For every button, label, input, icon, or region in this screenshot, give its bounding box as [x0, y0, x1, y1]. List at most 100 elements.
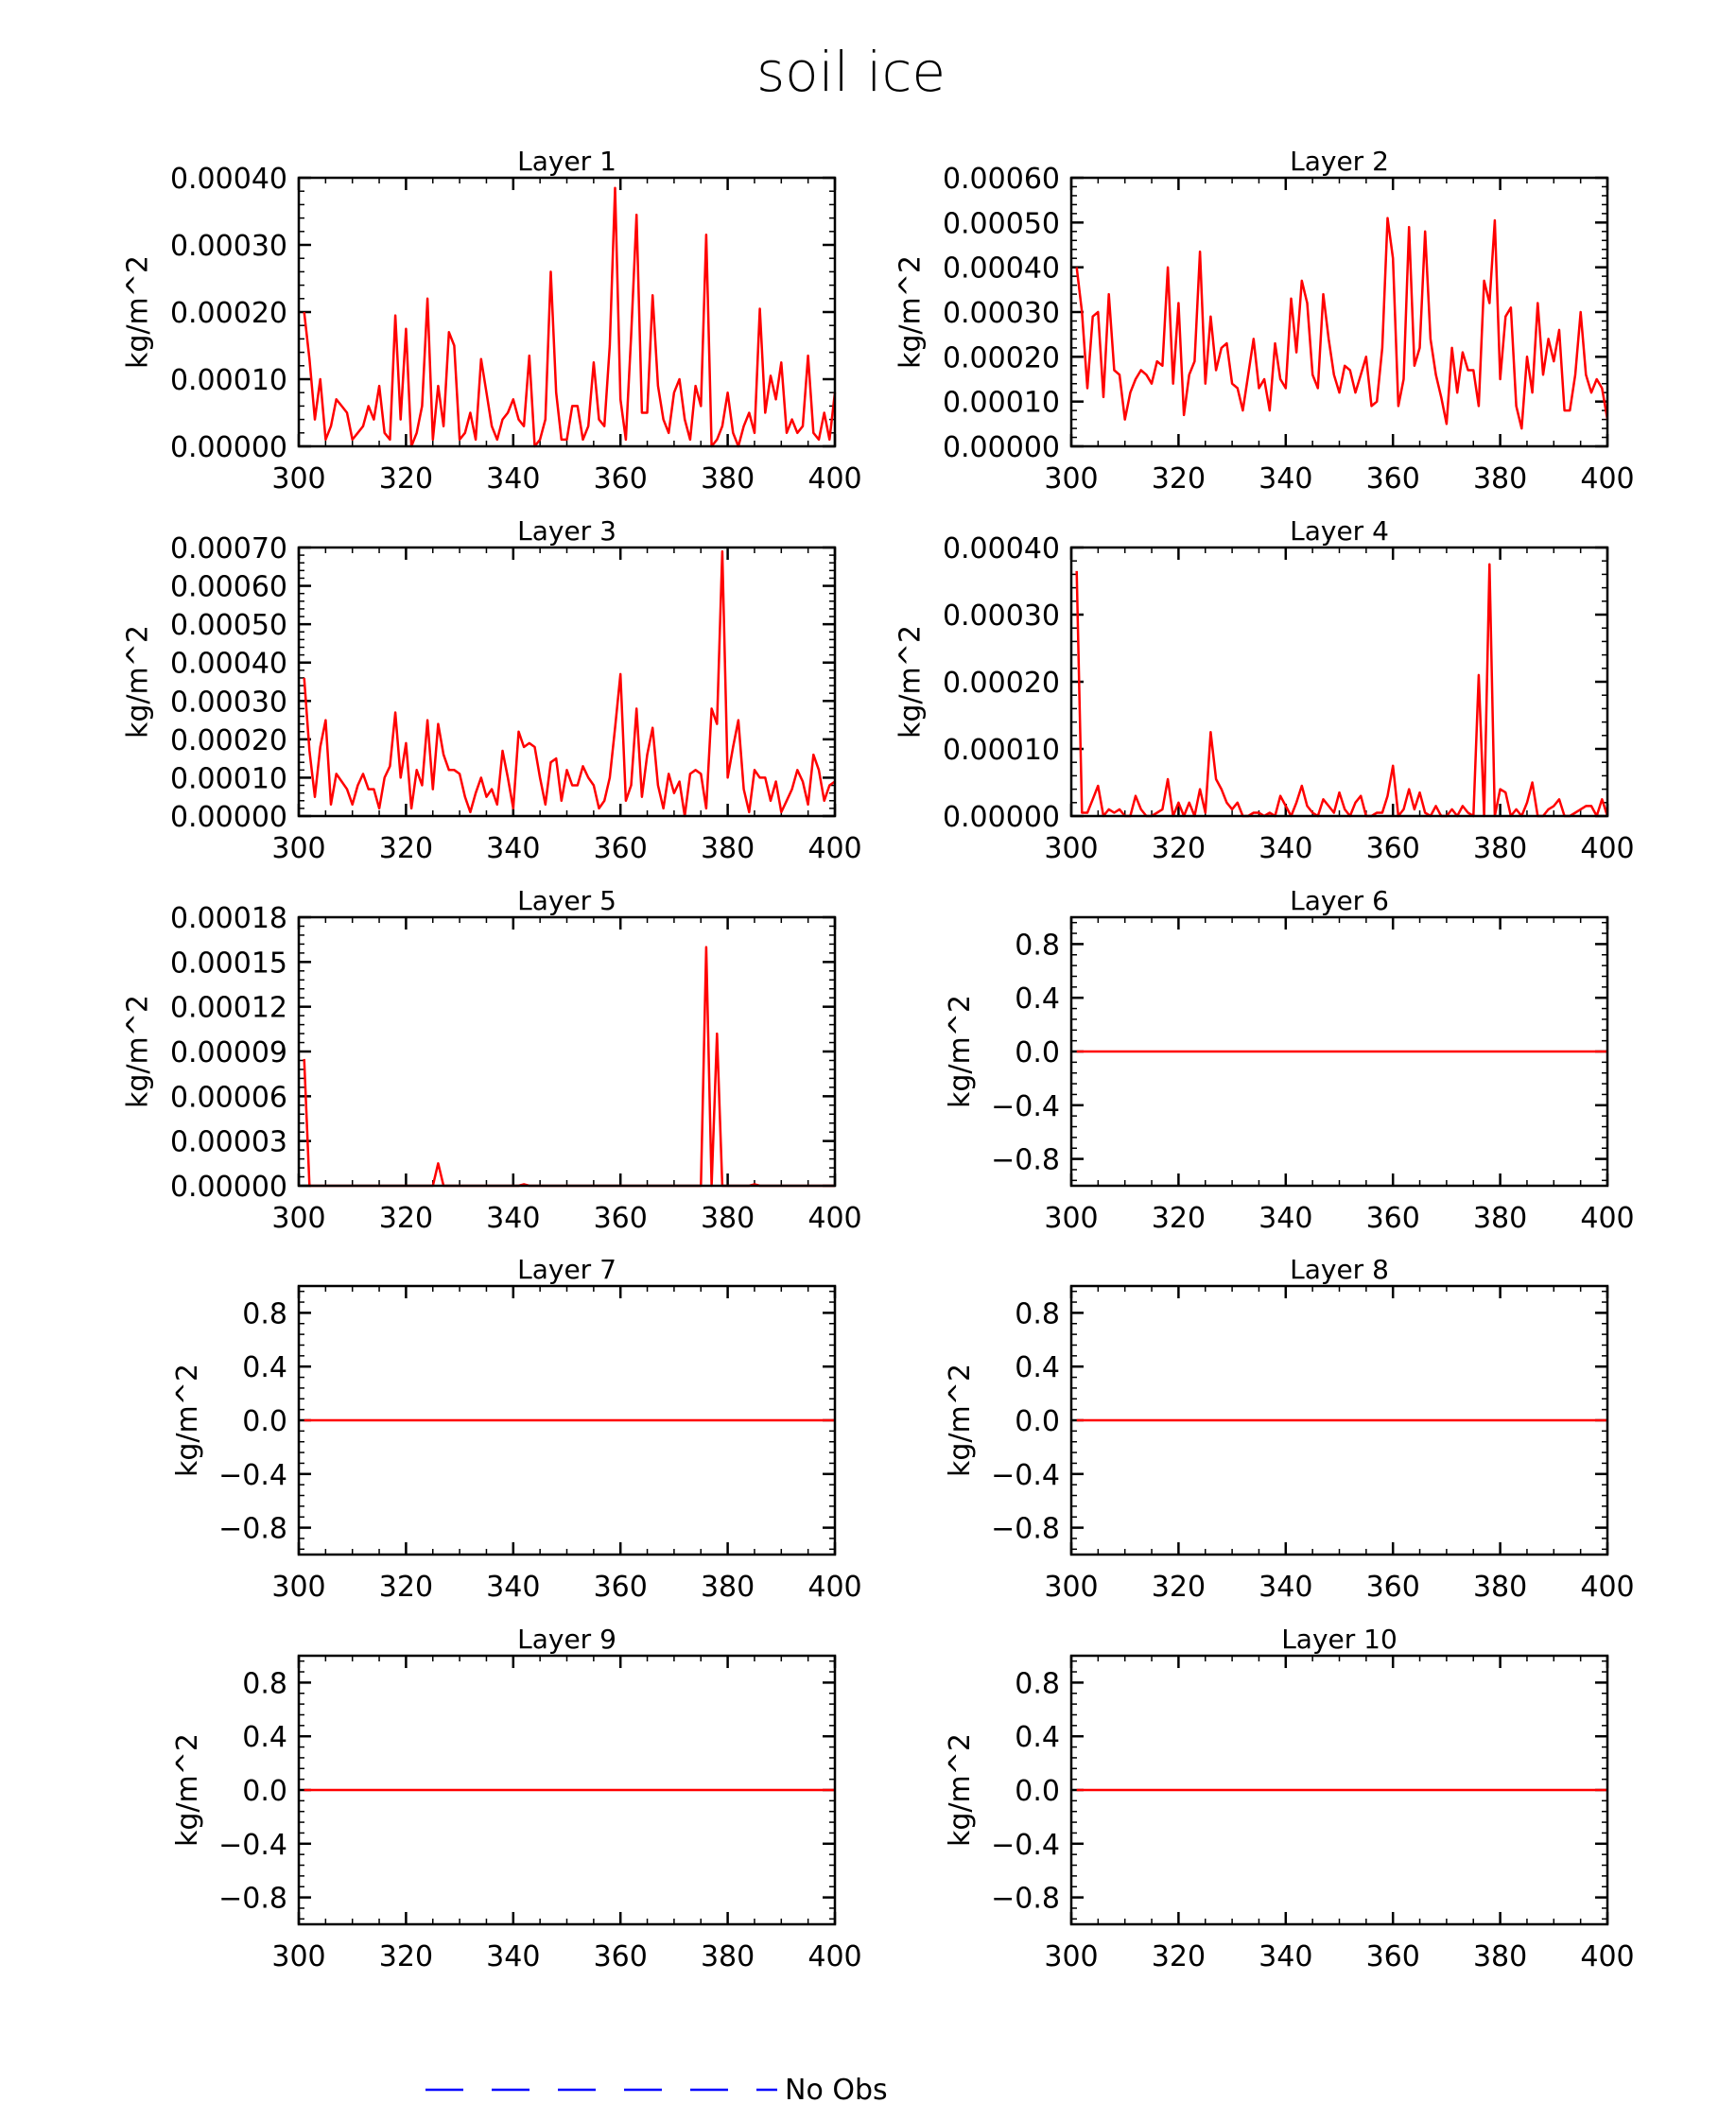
- y-tick-label: 0.4: [242, 1721, 287, 1754]
- panel-title: Layer 10: [1281, 1624, 1397, 1655]
- y-tick-label: 0.0: [242, 1775, 287, 1808]
- panel-layer-1: Layer 1 300 320 340 360 380 400 0.00000 0.00010 0…: [122, 146, 862, 495]
- panel-layer-7: Layer 7 300 320 340 360 380 400 −0.8 −0.4 0.0 0.4 0…: [171, 1254, 862, 1604]
- y-tick-label: 0.00003: [170, 1126, 287, 1159]
- x-tick-label: 340: [486, 462, 540, 495]
- x-tick-label: 380: [701, 832, 755, 865]
- panel-grid: Layer 1 300 320 340 360 380 400 0.00000 0.00010 0…: [122, 146, 1635, 1973]
- y-tick-label: −0.8: [991, 1144, 1060, 1177]
- x-tick-label: 380: [1473, 1940, 1527, 1973]
- x-tick-label: 400: [1580, 1940, 1634, 1973]
- panel-title: Layer 9: [517, 1624, 616, 1655]
- legend-label-no-obs: No Obs: [785, 2074, 888, 2103]
- y-tick-label: 0.00020: [943, 667, 1060, 700]
- panel-title: Layer 4: [1290, 515, 1389, 547]
- series-line-1: [1075, 563, 1609, 818]
- y-tick-label: 0.00006: [170, 1081, 287, 1114]
- y-tick-label: 0.00050: [943, 207, 1060, 240]
- panel-layer-5: Layer 5 300 320 340 360 380 400 0.00000 0.00003 0…: [122, 885, 862, 1235]
- x-tick-label: 360: [594, 1202, 648, 1235]
- y-tick-label: −0.8: [991, 1883, 1060, 1916]
- y-tick-label: 0.0: [242, 1405, 287, 1438]
- plot-frame: [297, 1654, 837, 1926]
- y-tick-label: 0.00000: [170, 431, 287, 464]
- x-tick-label: 300: [271, 832, 325, 865]
- y-tick-label: 0.00040: [943, 532, 1060, 565]
- plot-frame: [1069, 546, 1609, 818]
- y-tick-label: −0.4: [218, 1459, 287, 1492]
- y-tick-label: 0.00060: [943, 163, 1060, 196]
- panel-title: Layer 7: [517, 1254, 616, 1285]
- y-tick-label: −0.8: [218, 1513, 287, 1546]
- y-tick-label: 0.00000: [943, 801, 1060, 834]
- plot-frame: [1069, 176, 1609, 448]
- x-tick-label: 300: [1044, 1571, 1098, 1604]
- panel-title: Layer 2: [1290, 146, 1389, 177]
- x-tick-label: 360: [594, 1940, 648, 1973]
- panel-title: Layer 1: [517, 146, 616, 177]
- y-tick-label: 0.00040: [943, 252, 1060, 286]
- plot-frame: [297, 546, 837, 818]
- y-tick-label: 0.0: [1015, 1036, 1060, 1069]
- y-axis-label: kg/m^2: [894, 625, 928, 739]
- plot-frame: [1069, 1654, 1609, 1926]
- x-tick-label: 340: [1259, 462, 1312, 495]
- panel-layer-3: Layer 3 300 320 340 360 380 400 0.00000 0.00010 0…: [122, 515, 862, 865]
- y-tick-label: 0.00000: [170, 1171, 287, 1204]
- y-axis-label: kg/m^2: [944, 995, 977, 1108]
- y-axis-label: kg/m^2: [122, 255, 155, 369]
- x-tick-label: 380: [701, 1202, 755, 1235]
- x-tick-label: 360: [1366, 1940, 1420, 1973]
- y-tick-label: 0.00040: [170, 648, 287, 681]
- x-tick-label: 400: [807, 832, 861, 865]
- panel-layer-4: Layer 4 300 320 340 360 380 400 0.00000 0.00010 0…: [894, 515, 1635, 865]
- series-line-1: [303, 186, 837, 448]
- y-tick-label: 0.00040: [170, 163, 287, 196]
- plot-frame: [297, 176, 837, 448]
- y-tick-label: 0.00070: [170, 532, 287, 565]
- x-tick-label: 360: [594, 462, 648, 495]
- y-axis-label: kg/m^2: [171, 1733, 204, 1847]
- plot-frame: [297, 1284, 837, 1556]
- panel-layer-10: Layer 10 300 320 340 360 380 400 −0.8 −0.4 0.0 0.4…: [944, 1624, 1635, 1973]
- y-tick-label: 0.0: [1015, 1405, 1060, 1438]
- x-tick-label: 340: [486, 832, 540, 865]
- plot-frame: [1069, 915, 1609, 1188]
- x-tick-label: 320: [379, 1202, 433, 1235]
- x-tick-label: 320: [379, 1940, 433, 1973]
- y-tick-label: 0.00020: [170, 724, 287, 757]
- x-tick-label: 360: [1366, 832, 1420, 865]
- y-tick-label: 0.8: [1015, 1297, 1060, 1330]
- y-tick-label: 0.00020: [170, 297, 287, 330]
- x-tick-label: 380: [1473, 1571, 1527, 1604]
- y-tick-label: −0.4: [991, 1459, 1060, 1492]
- y-tick-label: 0.00010: [943, 734, 1060, 767]
- x-tick-label: 400: [807, 1202, 861, 1235]
- y-tick-label: 0.8: [1015, 1667, 1060, 1700]
- x-tick-label: 340: [1259, 1202, 1312, 1235]
- panel-layer-2: Layer 2 300 320 340 360 380 400 0.00000 0.00010 0…: [894, 146, 1635, 495]
- x-tick-label: 380: [1473, 832, 1527, 865]
- y-axis-label: kg/m^2: [894, 255, 928, 369]
- y-tick-label: −0.4: [991, 1829, 1060, 1862]
- y-axis-label: kg/m^2: [944, 1733, 977, 1847]
- x-tick-label: 400: [807, 1940, 861, 1973]
- x-tick-label: 360: [1366, 1202, 1420, 1235]
- y-tick-label: 0.4: [1015, 1721, 1060, 1754]
- x-tick-label: 320: [1152, 1940, 1206, 1973]
- x-tick-label: 320: [379, 1571, 433, 1604]
- x-tick-label: 400: [807, 462, 861, 495]
- y-tick-label: 0.00010: [943, 387, 1060, 420]
- x-tick-label: 320: [1152, 1202, 1206, 1235]
- panel-layer-6: Layer 6 300 320 340 360 380 400 −0.8 −0.4 0.0 0.4 0…: [944, 885, 1635, 1235]
- x-tick-label: 340: [486, 1202, 540, 1235]
- y-tick-label: 0.00009: [170, 1036, 287, 1069]
- series-line-1: [303, 946, 835, 1188]
- x-tick-label: 360: [1366, 462, 1420, 495]
- x-tick-label: 400: [1580, 1571, 1634, 1604]
- x-tick-label: 320: [1152, 1571, 1206, 1604]
- y-axis-label: kg/m^2: [122, 625, 155, 739]
- y-tick-label: 0.8: [242, 1297, 287, 1330]
- y-axis-label: kg/m^2: [122, 995, 155, 1108]
- x-tick-label: 380: [701, 1940, 755, 1973]
